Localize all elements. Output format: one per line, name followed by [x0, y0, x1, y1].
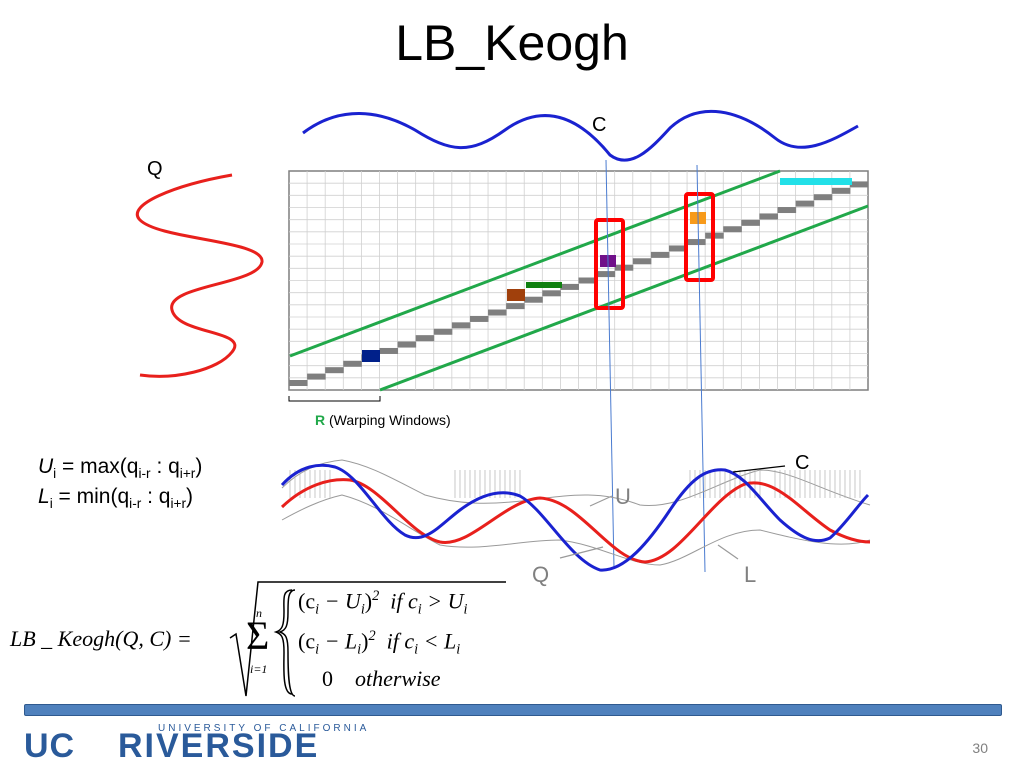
- u-close: ): [195, 455, 203, 478]
- path-step: [343, 360, 362, 367]
- lower-definition: Li = min(qi-r : qi+r): [38, 482, 193, 519]
- u-var: U: [38, 455, 54, 478]
- l-eq: = min(q: [52, 485, 130, 508]
- page-number: 30: [972, 740, 988, 756]
- path-step: [578, 277, 598, 284]
- page-title: LB_Keogh: [395, 15, 629, 71]
- l-close: ): [186, 485, 194, 508]
- envelope-c-label: C: [795, 452, 810, 474]
- formula-radical: [229, 581, 506, 697]
- envelope-q-label: Q: [532, 562, 550, 587]
- q-pointer: [559, 546, 604, 559]
- path-step: [632, 258, 652, 265]
- warping-path: [289, 181, 869, 386]
- l-sep: : q: [141, 485, 171, 508]
- path-step: [469, 315, 489, 322]
- upper-definition: Ui = max(qi-r : qi+r): [38, 452, 202, 489]
- path-step: [741, 219, 760, 226]
- c-pointer: [732, 465, 786, 473]
- l-var: L: [38, 485, 50, 508]
- path-step: [831, 187, 851, 194]
- c-series-envelope: [280, 463, 870, 572]
- envelope-l-label: L: [744, 562, 757, 587]
- l-pointer: [717, 544, 739, 560]
- path-step: [849, 181, 869, 188]
- c-label: C: [592, 114, 607, 136]
- path-step: [687, 239, 706, 246]
- sum-bottom: i=1: [250, 662, 268, 676]
- path-step: [451, 322, 471, 329]
- envelope-diagram: [280, 459, 871, 572]
- envelope-u-label: U: [615, 484, 631, 509]
- path-step: [759, 213, 779, 220]
- footer-bar: [24, 704, 1002, 716]
- u-sep: : q: [150, 455, 180, 478]
- path-step: [668, 245, 688, 252]
- u-sub: i: [53, 466, 57, 482]
- q-series-left: [136, 173, 264, 378]
- path-step: [397, 341, 417, 348]
- r-bracket: [288, 396, 381, 402]
- case-2: (ci − Li)2 if ci < Li: [298, 628, 461, 658]
- q-series-envelope: [280, 478, 871, 564]
- path-step: [560, 283, 579, 290]
- u-pointer: [589, 495, 613, 507]
- path-step: [723, 226, 742, 233]
- u-arg1: i-r: [138, 466, 151, 482]
- case-1: (ci − Ui)2 if ci > Ui: [298, 588, 468, 618]
- l-arg1: i-r: [129, 496, 142, 512]
- c-series-top: [302, 109, 859, 162]
- path-step: [596, 271, 616, 278]
- logo-top-text: UNIVERSITY OF CALIFORNIA: [158, 723, 370, 734]
- sum-top: n: [256, 606, 262, 620]
- path-step: [795, 200, 815, 207]
- path-step: [650, 251, 670, 258]
- l-sub: i: [49, 496, 53, 512]
- cell-brown: [507, 289, 525, 301]
- path-step: [415, 335, 435, 342]
- path-step: [488, 309, 507, 316]
- u-arg2: i+r: [179, 466, 196, 482]
- path-step: [542, 290, 561, 297]
- vertical-guide-2: [696, 164, 706, 573]
- logo-uc: UC: [24, 727, 76, 765]
- warping-matrix-diagram: [136, 109, 869, 573]
- path-step: [506, 303, 525, 310]
- l-arg2: i+r: [170, 496, 187, 512]
- path-step: [777, 207, 797, 214]
- vertical-guide-1: [605, 159, 615, 569]
- q-label: Q: [147, 158, 163, 180]
- path-step: [307, 373, 326, 380]
- segment-cyan: [780, 178, 852, 185]
- u-eq: = max(q: [56, 455, 139, 478]
- path-step: [813, 194, 833, 201]
- difference-hatching: [289, 470, 861, 498]
- segment-green: [526, 282, 562, 288]
- highlight-box-1: [594, 218, 625, 310]
- warping-window-label: R (Warping Windows): [315, 412, 451, 428]
- sigma-symbol: Σ: [246, 613, 270, 658]
- lower-envelope: [281, 494, 871, 566]
- path-step: [433, 328, 453, 335]
- r-description: (Warping Windows): [329, 412, 451, 428]
- logo-riverside: RIVERSIDE: [118, 727, 320, 765]
- path-step: [524, 296, 543, 303]
- band-upper: [289, 169, 781, 358]
- path-step: [379, 347, 399, 354]
- cell-navy: [362, 350, 380, 362]
- formula-lhs: LB _ Keogh(Q, C) =: [10, 626, 192, 651]
- case-3: 0 otherwise: [322, 666, 441, 691]
- path-step: [289, 380, 308, 386]
- r-letter: R: [315, 412, 326, 428]
- path-step: [325, 367, 344, 374]
